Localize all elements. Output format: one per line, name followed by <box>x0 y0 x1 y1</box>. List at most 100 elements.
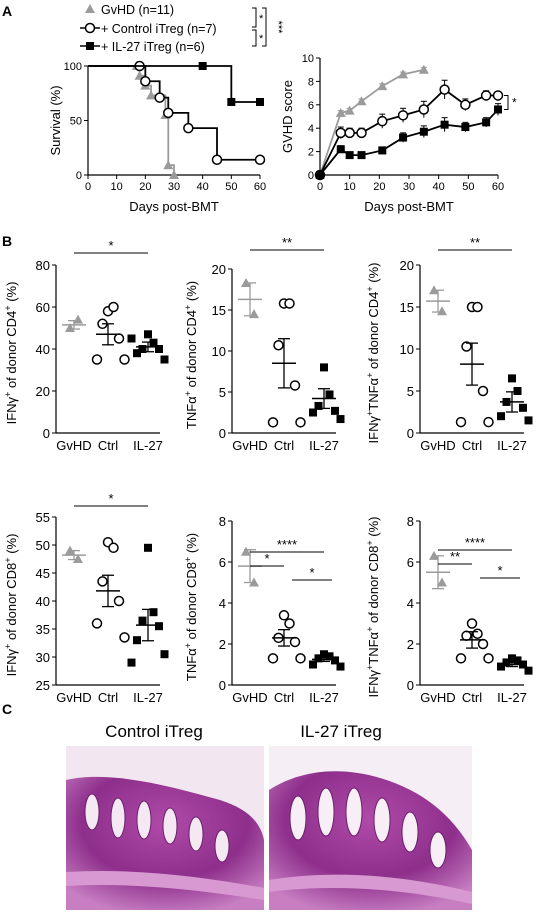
circle-marker <box>154 92 165 103</box>
square-marker <box>440 120 449 129</box>
y-tick-label: 2 <box>407 637 414 652</box>
x-tick-label: Ctrl <box>98 690 118 705</box>
square-marker <box>320 363 328 372</box>
square-marker <box>524 416 533 425</box>
label-part: of donor CD4 <box>366 292 381 373</box>
label-part: (%) <box>4 282 19 306</box>
label-part: of donor CD8 <box>366 546 381 627</box>
label-part: (%) <box>4 534 19 558</box>
square-marker <box>160 650 169 659</box>
circle-marker <box>163 107 174 119</box>
square-marker <box>227 97 236 106</box>
y-axis-label: IFNγ+TNFα+ of donor CD8+ (%) <box>365 517 381 698</box>
triangle-marker <box>437 306 447 316</box>
square-marker <box>497 412 505 421</box>
triangle-marker <box>377 81 388 91</box>
circle-marker <box>377 115 388 127</box>
triangle-marker <box>356 96 367 106</box>
x-tick-label: IL-27 <box>309 438 339 453</box>
circle-marker <box>466 618 478 629</box>
superscript: + <box>183 391 193 396</box>
label-part: (%) <box>184 281 199 305</box>
circle-marker <box>461 341 472 352</box>
superscript: + <box>365 627 375 632</box>
circle-marker <box>278 610 290 621</box>
y-tick-label: 55 <box>36 510 50 525</box>
y-tick-label: 20 <box>212 262 226 277</box>
x-tick-label: Ctrl <box>98 438 118 453</box>
square-marker <box>325 652 334 661</box>
y-tick-label: 60 <box>36 300 50 315</box>
triangle-marker <box>335 107 346 117</box>
circle-marker <box>461 630 472 642</box>
circle-marker <box>356 127 367 139</box>
x-tick-label: IL-27 <box>497 438 527 453</box>
histology-muscle-il27 <box>269 874 472 904</box>
circle-marker <box>113 595 125 607</box>
triangle-marker <box>73 554 83 563</box>
circle-marker <box>492 90 504 101</box>
legend-item-ctrl: + Control iTreg (n=7) <box>80 22 217 36</box>
y-tick-label: 8 <box>308 76 314 88</box>
superscript: + <box>365 373 375 378</box>
label-part: TNFα <box>366 631 381 664</box>
square-marker <box>316 171 324 179</box>
superscript: + <box>365 540 375 545</box>
square-marker <box>127 334 136 343</box>
y-tick-label: 2 <box>308 147 314 159</box>
circle-marker <box>483 416 494 428</box>
circle-marker <box>113 333 125 344</box>
x-tick-label: 20 <box>373 181 385 193</box>
y-tick-label: 6 <box>407 555 414 570</box>
significance-label: **** <box>465 535 485 550</box>
series-line <box>88 65 260 103</box>
significance-label: ** <box>450 549 460 564</box>
x-tick-label: IL-27 <box>133 438 163 453</box>
x-tick-label: IL-27 <box>309 690 339 705</box>
square-marker <box>149 608 158 617</box>
y-tick-label: 20 <box>400 258 414 273</box>
square-marker <box>138 345 147 353</box>
square-marker <box>133 349 141 358</box>
histology-il27: IL-27 iTreg <box>269 722 472 910</box>
legend-square-marker <box>86 42 94 50</box>
y-tick-label: 10 <box>302 53 314 65</box>
label-part: of donor CD4 <box>184 310 199 391</box>
circle-marker <box>183 122 194 134</box>
superscript: + <box>183 643 193 648</box>
x-tick-label: Ctrl <box>274 690 294 705</box>
legend-sig-outer: *** <box>272 21 284 35</box>
circle-marker <box>289 636 301 648</box>
x-tick-label: 10 <box>344 181 356 193</box>
y-tick-label: 0 <box>219 426 226 441</box>
square-marker <box>320 650 328 659</box>
triangle-marker <box>418 64 429 74</box>
circle-marker <box>477 385 489 397</box>
significance-label: **** <box>277 537 297 552</box>
y-tick-label: 4 <box>219 596 226 611</box>
y-tick-label: 50 <box>70 116 82 128</box>
circle-marker <box>254 154 266 165</box>
square-marker <box>336 415 345 424</box>
y-tick-label: 25 <box>36 678 50 693</box>
significance-label: ** <box>282 235 292 250</box>
square-marker <box>309 660 317 669</box>
label-part: IFNγ <box>4 648 19 676</box>
superscript: + <box>183 305 193 310</box>
crypt-pattern-il27 <box>289 787 447 869</box>
panel-label-c: C <box>2 701 12 717</box>
square-marker <box>461 123 470 132</box>
y-tick-label: 6 <box>308 100 314 112</box>
square-marker <box>497 662 505 671</box>
label-part: TNFα <box>184 396 199 429</box>
x-tick-label: Ctrl <box>462 438 482 453</box>
label-part: TNFα <box>366 377 381 410</box>
legend-label-ctrl: + Control iTreg (n=7) <box>101 22 217 36</box>
square-marker <box>513 387 522 395</box>
triangle-marker <box>398 69 409 79</box>
y-tick-label: 0 <box>76 170 82 182</box>
y-tick-label: 5 <box>407 384 414 399</box>
